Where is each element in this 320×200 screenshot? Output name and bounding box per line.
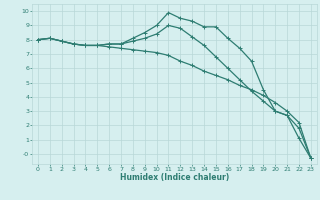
X-axis label: Humidex (Indice chaleur): Humidex (Indice chaleur) <box>120 173 229 182</box>
